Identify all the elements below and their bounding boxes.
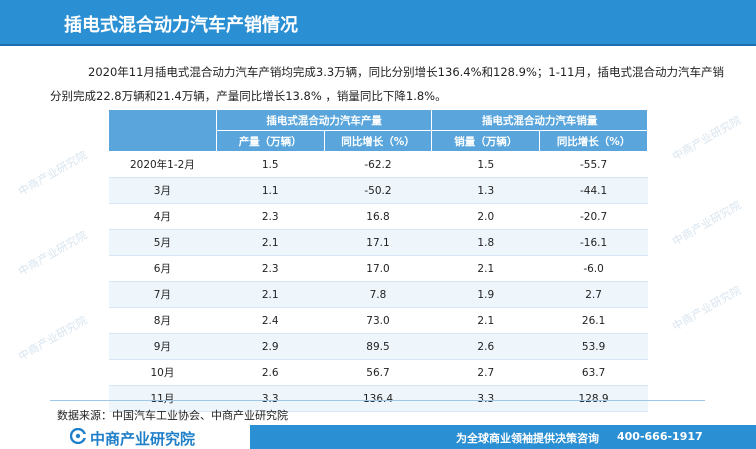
production-cell: 2.1 [216,281,325,308]
production-yoy-cell: -62.2 [324,151,432,178]
sales-cell: 2.7 [431,359,540,386]
watermark: 中商产业研究院 [16,148,90,199]
sales-yoy-cell: 63.7 [539,359,648,386]
logo-area: 中商产业研究院 [0,425,250,449]
source-divider [50,400,705,401]
production-cell: 3.3 [216,385,325,412]
table-row: 11月 3.3 136.4 3.3 128.9 [108,385,648,412]
table-row: 6月 2.3 17.0 2.1 -6.0 [108,255,648,282]
sales-cell: 2.6 [431,333,540,360]
production-cell: 1.5 [216,151,325,178]
sales-yoy-cell: 128.9 [539,385,648,412]
sales-yoy-cell: 26.1 [539,307,648,334]
month-cell: 4月 [108,203,217,230]
table-row: 4月 2.3 16.8 2.0 -20.7 [108,203,648,230]
month-cell: 11月 [108,385,217,412]
month-cell: 5月 [108,229,217,256]
table-row: 9月 2.9 89.5 2.6 53.9 [108,333,648,360]
sales-yoy-cell: -20.7 [539,203,648,230]
table-row: 10月 2.6 56.7 2.7 63.7 [108,359,648,386]
production-cell: 2.6 [216,359,325,386]
production-yoy-cell: 136.4 [324,385,432,412]
sales-yoy-cell: -16.1 [539,229,648,256]
sales-yoy-cell: -6.0 [539,255,648,282]
sub-header-production-yoy: 同比增长（%） [323,130,433,152]
sub-header-sales-yoy: 同比增长（%） [539,130,648,152]
group-header-production: 插电式混合动力汽车产量 [215,109,433,131]
month-cell: 9月 [108,333,217,360]
sales-yoy-cell: -44.1 [539,177,648,204]
logo-text: 中商产业研究院 [90,430,196,448]
watermark: 中商产业研究院 [670,283,744,334]
data-table: 插电式混合动力汽车产量 插电式混合动力汽车销量 产量（万辆） 同比增长（%） 销… [108,109,648,412]
sales-cell: 1.5 [431,151,540,178]
page-title: 插电式混合动力汽车产销情况 [64,15,298,36]
sales-cell: 1.3 [431,177,540,204]
watermark: 中商产业研究院 [16,313,90,364]
month-cell: 2020年1-2月 [108,151,217,178]
month-cell: 7月 [108,281,217,308]
sales-cell: 2.1 [431,255,540,282]
production-yoy-cell: 73.0 [324,307,432,334]
footer-phone: 400-666-1917 [617,430,703,443]
production-cell: 2.3 [216,203,325,230]
sales-cell: 1.9 [431,281,540,308]
watermark: 中商产业研究院 [670,113,744,164]
title-accent-line [0,44,756,46]
sales-cell: 1.8 [431,229,540,256]
production-yoy-cell: 16.8 [324,203,432,230]
production-yoy-cell: 89.5 [324,333,432,360]
production-yoy-cell: 7.8 [324,281,432,308]
sales-yoy-cell: 53.9 [539,333,648,360]
watermark: 中商产业研究院 [670,198,744,249]
table-row: 2020年1-2月 1.5 -62.2 1.5 -55.7 [108,151,648,178]
table-row: 5月 2.1 17.1 1.8 -16.1 [108,229,648,256]
production-cell: 1.1 [216,177,325,204]
sub-header-production: 产量（万辆） [215,130,325,152]
group-header-sales: 插电式混合动力汽车销量 [431,109,648,131]
production-cell: 2.1 [216,229,325,256]
sales-cell: 3.3 [431,385,540,412]
table-corner-cell [108,109,217,152]
table-row: 7月 2.1 7.8 1.9 2.7 [108,281,648,308]
production-yoy-cell: 17.0 [324,255,432,282]
intro-paragraph: 2020年11月插电式混合动力汽车产销均完成3.3万辆，同比分别增长136.4%… [50,65,724,103]
sub-header-sales: 销量（万辆） [431,130,541,152]
sales-cell: 2.0 [431,203,540,230]
production-cell: 2.4 [216,307,325,334]
month-cell: 8月 [108,307,217,334]
production-yoy-cell: 17.1 [324,229,432,256]
production-cell: 2.3 [216,255,325,282]
sales-cell: 2.1 [431,307,540,334]
footer-slogan: 为全球商业领袖提供决策咨询 [456,432,599,445]
watermark: 中商产业研究院 [16,228,90,279]
production-cell: 2.9 [216,333,325,360]
table-row: 3月 1.1 -50.2 1.3 -44.1 [108,177,648,204]
data-source-note: 数据来源：中国汽车工业协会、中商产业研究院 [57,409,288,422]
production-yoy-cell: 56.7 [324,359,432,386]
company-logo-icon [70,428,86,444]
table-row: 8月 2.4 73.0 2.1 26.1 [108,307,648,334]
sales-yoy-cell: 2.7 [539,281,648,308]
footer-bar: 中商产业研究院 为全球商业领袖提供决策咨询 400-666-1917 [0,425,756,449]
month-cell: 10月 [108,359,217,386]
production-yoy-cell: -50.2 [324,177,432,204]
title-bar: 插电式混合动力汽车产销情况 [0,0,756,46]
month-cell: 3月 [108,177,217,204]
month-cell: 6月 [108,255,217,282]
sales-yoy-cell: -55.7 [539,151,648,178]
